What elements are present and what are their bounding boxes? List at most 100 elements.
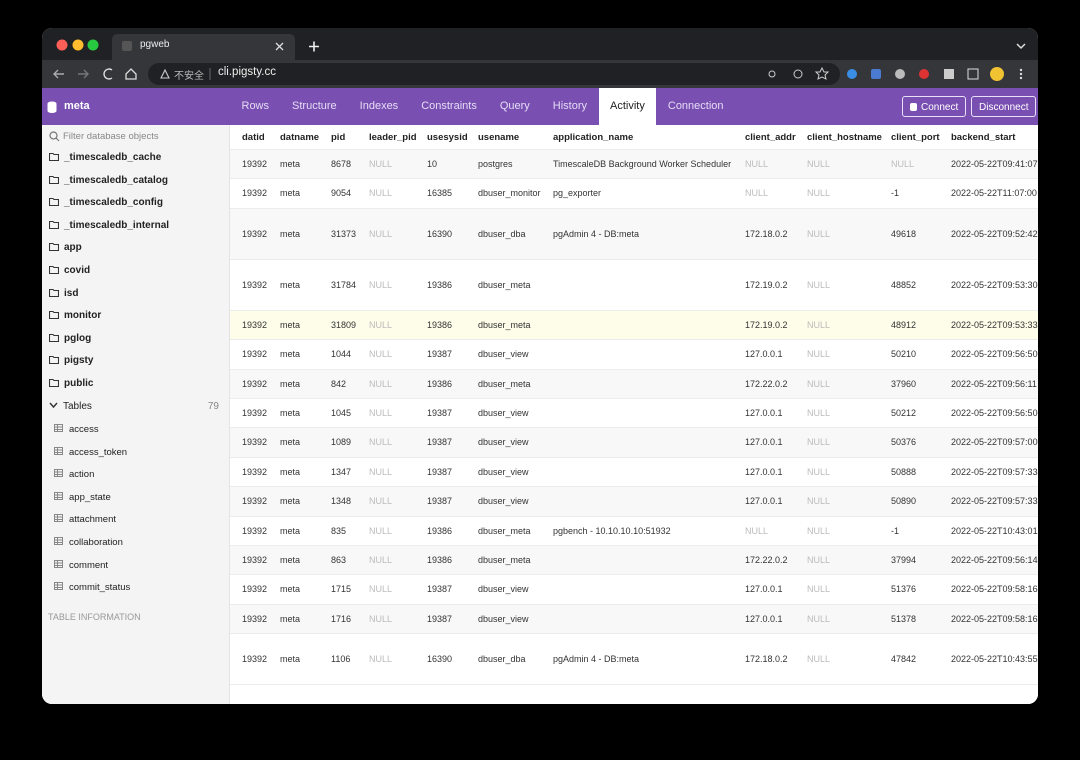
column-header[interactable]: backend_start [951, 132, 1016, 143]
cell: 10 [427, 159, 438, 169]
table-item[interactable]: app_state [54, 491, 111, 503]
data-row[interactable]: 19392 meta 31809 NULL 19386 dbuser_meta 172.19… [230, 310, 1038, 341]
data-row[interactable]: 19392 meta 8678 NULL 10 postgres TimescaleDB B… [230, 150, 1038, 180]
nav-tab[interactable]: Structure [292, 100, 337, 112]
nav-tab[interactable]: History [552, 100, 588, 112]
table-item[interactable]: attachment [54, 514, 116, 525]
schema-name: pigsty [64, 355, 94, 367]
schema-item[interactable]: public [48, 378, 94, 389]
table-item[interactable]: comment [54, 559, 108, 571]
cell: 2022-05-22T09:58:16 [951, 584, 1038, 595]
table-item[interactable]: action [54, 469, 94, 480]
cell: 2022-05-22T09:53:30 [951, 279, 1038, 290]
cell: dbuser_meta [478, 378, 531, 389]
cell: 172.19.0.2 [745, 279, 788, 290]
schema-name: public [64, 378, 94, 389]
cell: 2022-05-22T09:53:33 [951, 319, 1038, 330]
table-item[interactable]: commit_status [54, 582, 130, 593]
schema-item[interactable]: covid [48, 265, 90, 276]
schema-item[interactable]: app [48, 242, 82, 253]
cell: 19392 [242, 466, 268, 477]
cell: 31373 [331, 228, 357, 239]
data-row[interactable]: 19392 meta 31784 NULL 19386 dbuser_meta 172.19… [230, 259, 1038, 311]
database-name[interactable]: meta [64, 100, 90, 112]
cell: 9054 [331, 188, 352, 199]
cell: 19392 [242, 319, 268, 330]
column-header[interactable]: pid [331, 132, 346, 143]
nav-tab[interactable]: Query [499, 100, 530, 112]
nav-tab[interactable]: Activity [598, 88, 657, 125]
cell: NULL [369, 228, 393, 239]
nav-tab[interactable]: Rows [241, 100, 270, 112]
cell: 8678 [331, 159, 352, 169]
column-header[interactable]: leader_pid [369, 132, 417, 143]
data-row[interactable]: 19392 meta 1715 NULL 19387 dbuser_view 127.0.0… [230, 575, 1038, 605]
cell: 19392 [242, 228, 268, 239]
app-navbar: meta Rows Structure Indexes Constraints Quer… [42, 88, 1038, 125]
column-header[interactable]: client_port [891, 132, 940, 143]
nav-tab[interactable]: Indexes [359, 100, 399, 112]
table-item[interactable]: access [54, 424, 99, 435]
cell: 19386 [427, 319, 453, 330]
data-row[interactable]: 19392 meta 1348 NULL 19387 dbuser_view 127.0.0… [230, 487, 1038, 517]
cell: 49618 [891, 228, 917, 239]
column-header[interactable]: datname [280, 132, 320, 143]
cell: meta [280, 654, 301, 665]
data-row[interactable]: 19392 meta 842 NULL 19386 dbuser_meta 172.22.0… [230, 369, 1038, 399]
schema-item[interactable]: isd [48, 288, 78, 299]
schema-name: _timescaledb_catalog [64, 174, 168, 186]
cell: 2022-05-22T09:56:14 [951, 555, 1038, 565]
cell: 19392 [242, 525, 268, 536]
schema-item[interactable]: _timescaledb_internal [48, 220, 169, 231]
table-item[interactable]: access_token [54, 446, 127, 458]
column-header[interactable]: datid [242, 132, 265, 143]
column-header[interactable]: usename [478, 132, 520, 143]
schema-item[interactable]: pglog [48, 333, 91, 344]
tables-group[interactable]: Tables 79 [49, 401, 219, 412]
data-row[interactable]: 19392 meta 1045 NULL 19387 dbuser_view 127.0.0… [230, 399, 1038, 429]
data-row[interactable]: 19392 meta 9054 NULL 16385 dbuser_monitor pg_e… [230, 179, 1038, 209]
table-item[interactable]: collaboration [54, 537, 123, 548]
schema-item[interactable]: _timescaledb_cache [48, 152, 161, 163]
cell: NULL [369, 525, 393, 536]
nav-tab[interactable]: Connection [667, 100, 724, 112]
cell: 1347 [331, 466, 352, 477]
url[interactable]: cli.pigsty.cc [218, 66, 276, 78]
schema-item[interactable]: _timescaledb_catalog [48, 174, 168, 186]
data-row[interactable]: 19392 meta 1044 NULL 19387 dbuser_view 127.0.0… [230, 340, 1038, 370]
data-row[interactable]: 19392 meta 1347 NULL 19387 dbuser_view 127.0.0… [230, 457, 1038, 488]
column-header[interactable]: usesysid [427, 132, 468, 143]
disconnect-button[interactable]: Disconnect [971, 96, 1037, 117]
cell: meta [280, 496, 301, 507]
cell: NULL [369, 466, 393, 477]
cell: NULL [369, 159, 393, 169]
browser-window: pgweb 不安全 cli.pigsty.cc meta Rows Structu… [42, 28, 1038, 704]
data-row[interactable]: 19392 meta 1716 NULL 19387 dbuser_view 127.0.0… [230, 604, 1038, 635]
cell: 127.0.0.1 [745, 437, 783, 448]
cell: 127.0.0.1 [745, 584, 783, 595]
nav-tab[interactable]: Constraints [421, 100, 477, 112]
schema-item[interactable]: pigsty [48, 355, 94, 367]
security-label[interactable]: 不安全 [174, 71, 204, 82]
tab-title[interactable]: pgweb [140, 39, 170, 50]
data-row[interactable]: 19392 meta 31373 NULL 16390 dbuser_dba pgAdmin… [230, 208, 1038, 260]
schema-item[interactable]: monitor [48, 310, 101, 321]
data-row[interactable]: 19392 meta 835 NULL 19386 dbuser_meta pgbench … [230, 516, 1038, 546]
data-row[interactable]: 19392 meta 863 NULL 19386 dbuser_meta 172.22.0… [230, 546, 1038, 576]
cell: 50210 [891, 349, 917, 360]
cell: NULL [369, 555, 393, 565]
column-header[interactable]: application_name [553, 132, 634, 143]
cell: dbuser_meta [478, 525, 531, 536]
data-row[interactable]: 19392 meta 1089 NULL 19387 dbuser_view 127.0.0… [230, 428, 1038, 458]
connect-button[interactable]: Connect [902, 96, 967, 117]
cell: NULL [807, 654, 831, 665]
column-header[interactable]: client_addr [745, 132, 796, 143]
schema-item[interactable]: _timescaledb_config [48, 197, 163, 208]
cell: 50890 [891, 496, 917, 507]
filter-input[interactable]: Filter database objects [63, 131, 159, 142]
data-row[interactable]: 19392 meta 1106 NULL 16390 dbuser_dba pgAdmin … [230, 634, 1038, 686]
sidebar: Filter database objects _timescaledb_cac… [42, 125, 230, 704]
column-header[interactable]: client_hostname [807, 132, 882, 143]
cell: 127.0.0.1 [745, 613, 783, 624]
cell: dbuser_view [478, 613, 529, 624]
